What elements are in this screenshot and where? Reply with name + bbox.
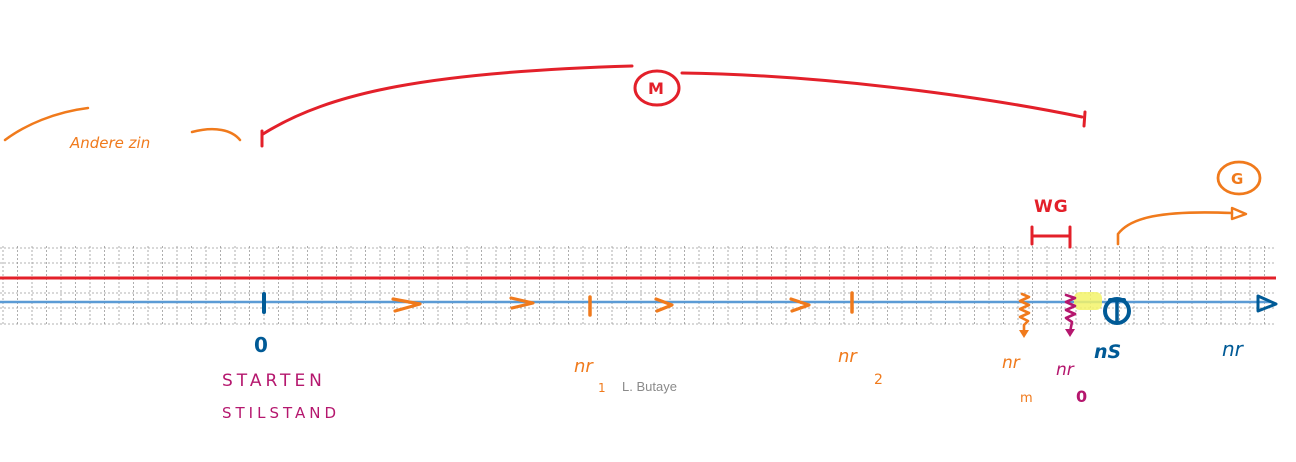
m-range-arc bbox=[680, 71, 1084, 119]
axis-arrow-icon bbox=[1256, 294, 1278, 313]
nr1-label: nr bbox=[574, 356, 594, 377]
g-circle-label: G bbox=[1231, 170, 1243, 188]
chevron-right-icon bbox=[654, 297, 674, 313]
andere-zin-swoop bbox=[190, 128, 242, 142]
chevron-right-icon bbox=[509, 296, 535, 310]
nr2-label: nr bbox=[838, 346, 858, 367]
chevron-right-icon bbox=[391, 297, 422, 313]
starten-label: STARTEN bbox=[222, 371, 326, 391]
arrow-down-icon bbox=[1019, 330, 1029, 338]
nrm-label: nr bbox=[1002, 353, 1021, 373]
nr0-subscript: 0 bbox=[1076, 387, 1087, 406]
author-credit: L. Butaye bbox=[622, 379, 677, 394]
m-arc-right-tick bbox=[1082, 110, 1087, 128]
andere-zin-label: Andere zin bbox=[69, 134, 150, 152]
nr2-subscript: 2 bbox=[874, 372, 883, 388]
chevron-right-icon bbox=[789, 297, 811, 313]
nr0-label: nr bbox=[1056, 360, 1075, 380]
nrm-subscript: m bbox=[1020, 391, 1033, 406]
nr0-zigzag-arrow bbox=[1064, 293, 1077, 334]
g-arrow bbox=[1116, 211, 1234, 246]
m-range-arc bbox=[261, 64, 634, 136]
zero-label: 0 bbox=[254, 333, 268, 357]
arrow-right-icon bbox=[1230, 206, 1248, 221]
grid bbox=[0, 246, 1276, 326]
wg-label: WG bbox=[1034, 197, 1069, 217]
arrow-down-icon bbox=[1065, 329, 1075, 337]
nr1-subscript: 1 bbox=[598, 381, 606, 395]
highlight-mark bbox=[1074, 292, 1102, 310]
axis-n-label: nr bbox=[1222, 337, 1245, 361]
ns-label: nS bbox=[1094, 341, 1121, 363]
wg-bracket bbox=[1030, 225, 1072, 249]
andere-zin-swoop bbox=[3, 106, 90, 142]
stilstand-label: STILSTAND bbox=[222, 404, 340, 422]
g-circle bbox=[1216, 160, 1262, 196]
m-circle bbox=[633, 69, 681, 107]
nrm-zigzag-arrow bbox=[1018, 292, 1031, 336]
m-circle-label: M bbox=[648, 79, 664, 98]
